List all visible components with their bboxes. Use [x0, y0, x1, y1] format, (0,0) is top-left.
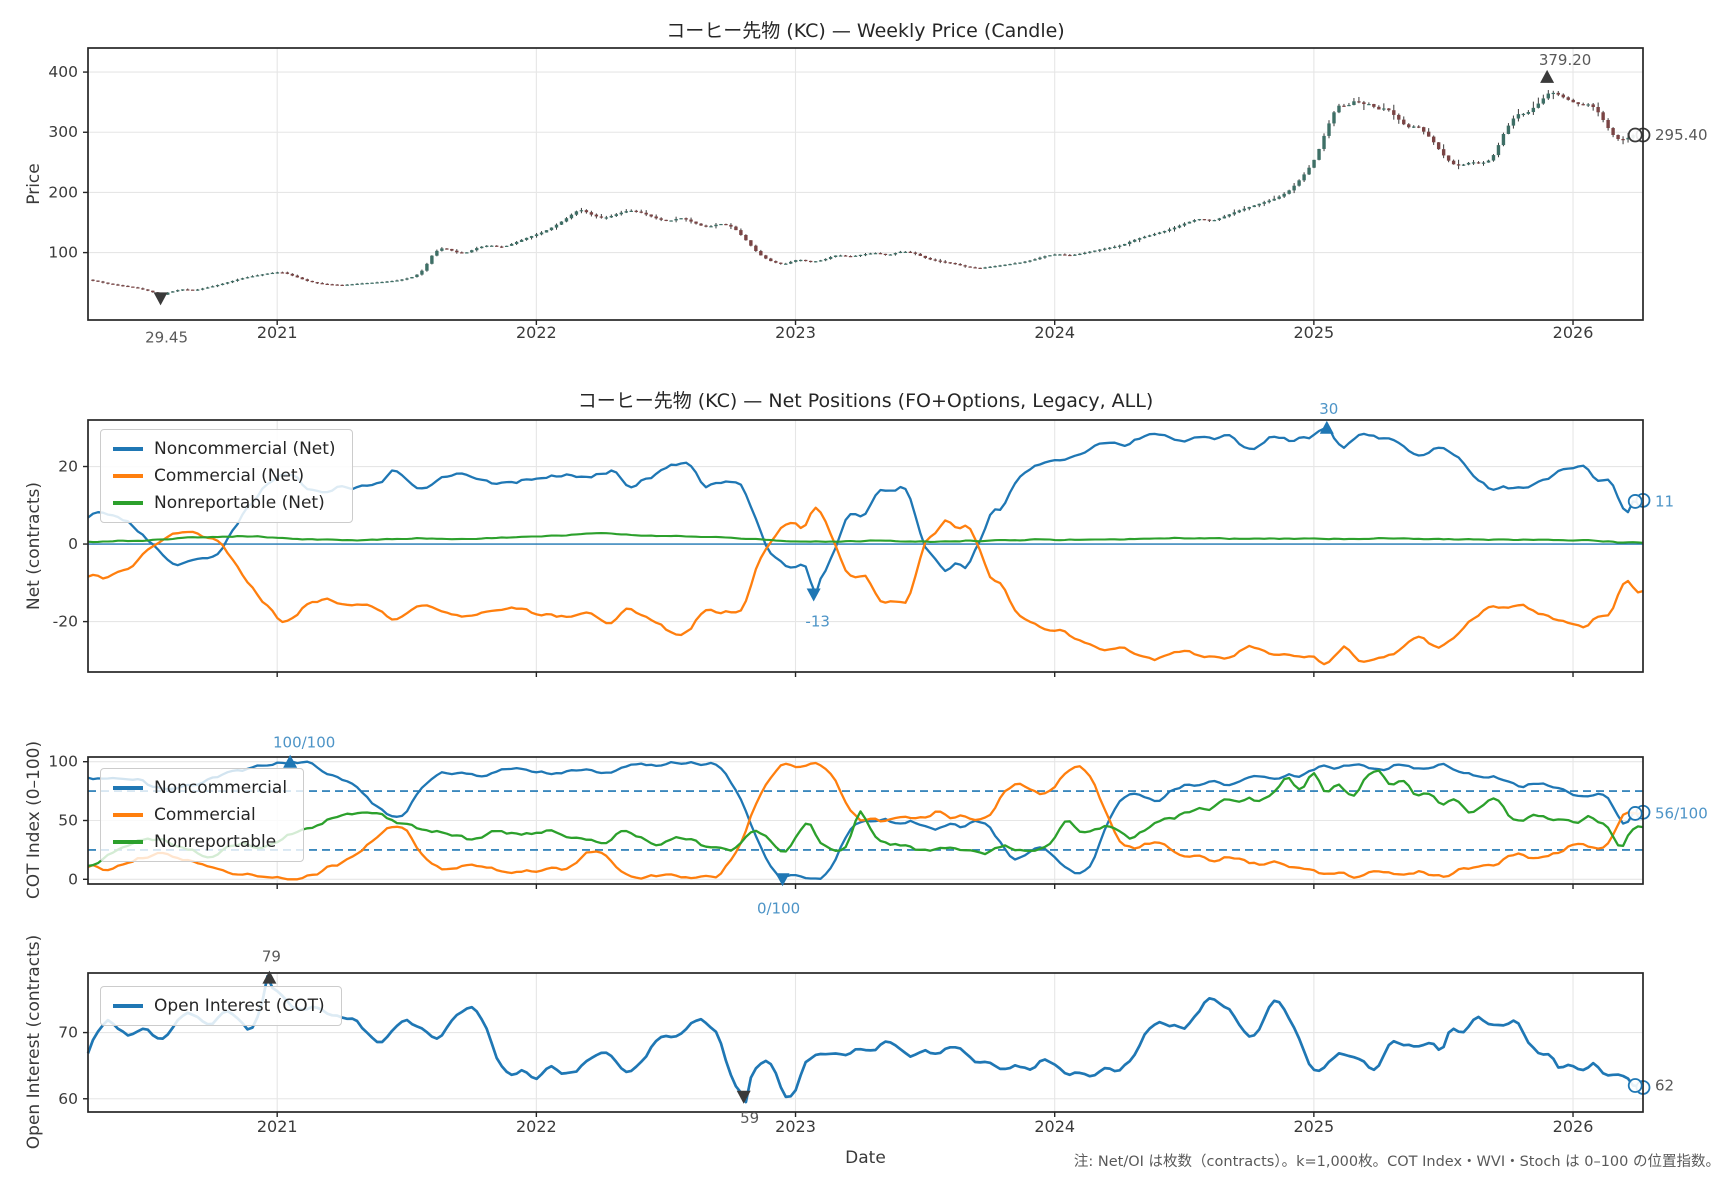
- net_positions-legend: Noncommercial (Net) Commercial (Net) Nonre…: [100, 429, 353, 523]
- cot_index-annotation: 0/100: [757, 873, 800, 917]
- y-tick-label: 50: [58, 812, 78, 830]
- open_interest-legend: Open Interest (COT): [100, 986, 342, 1026]
- net-y-axis-label: Net (contracts): [24, 482, 44, 610]
- legend-line-swatch: [113, 840, 143, 844]
- legend-line-swatch: [113, 447, 143, 451]
- series-nonreportable: [87, 769, 1644, 868]
- x-tick-label: 2026: [1553, 323, 1594, 342]
- legend-line-swatch: [113, 786, 143, 790]
- annotation-label: 29.45: [145, 328, 188, 346]
- legend-item-nonreportable: Nonreportable: [113, 832, 287, 852]
- price-chart-title: コーヒー先物 (KC) — Weekly Price (Candle): [666, 20, 1065, 42]
- legend-item-commercial: Commercial: [113, 805, 287, 825]
- net_positions-annotation: 30: [1319, 400, 1338, 434]
- x-tick-label: 2026: [1553, 1117, 1594, 1136]
- x-tick-label: 2023: [775, 323, 816, 342]
- cot_index-legend: Noncommercial Commercial Nonreportable: [100, 768, 305, 862]
- legend-label: Nonreportable: [154, 832, 277, 852]
- legend-line-swatch: [113, 474, 143, 478]
- series-nonreportable-net-: [87, 532, 1644, 544]
- open_interest-annotation: 79: [262, 948, 281, 984]
- net-chart-title: コーヒー先物 (KC) — Net Positions (FO+Options,…: [577, 390, 1154, 412]
- annotation-label: 59: [740, 1109, 759, 1127]
- y-tick-label: 200: [48, 183, 78, 201]
- price-annotation: 379.20: [1539, 51, 1592, 83]
- cot_index-annotation: 56/100: [1627, 804, 1708, 822]
- price-panel: 2021 2022 2023 2024 2025 2026 100 200 300 400 29.4…: [48, 47, 1708, 346]
- price-annotation: 295.40: [1627, 126, 1708, 144]
- y-tick-label: 100: [48, 244, 78, 262]
- cot_index-panel: 0 50 100 100/100 0/100 56/100: [48, 734, 1707, 918]
- price-y-axis-label: Price: [24, 163, 44, 205]
- x-tick-label: 2024: [1034, 323, 1075, 342]
- x-tick-label: 2024: [1034, 1117, 1075, 1136]
- legend-label: Open Interest (COT): [154, 996, 325, 1016]
- legend-label: Noncommercial (Net): [154, 439, 336, 459]
- y-tick-label: 60: [58, 1090, 78, 1108]
- open_interest-annotation: 62: [1627, 1077, 1674, 1095]
- annotation-label: 0/100: [757, 899, 800, 917]
- cot_index-annotation: 100/100: [273, 734, 335, 768]
- annotation-label: 100/100: [273, 734, 335, 752]
- annotation-label: -13: [805, 612, 830, 630]
- series-open-interest-cot-: [86, 974, 1644, 1104]
- open_interest-panel: 2021 2022 2023 2024 2025 2026 60 70 79 59 62: [58, 948, 1674, 1136]
- legend-label: Commercial (Net): [154, 466, 305, 486]
- legend-item-noncommercial-net-: Noncommercial (Net): [113, 439, 336, 459]
- x-tick-label: 2021: [257, 323, 298, 342]
- net_positions-annotation: -13: [805, 588, 830, 630]
- legend-item-open-interest-cot-: Open Interest (COT): [113, 996, 325, 1016]
- legend-line-swatch: [113, 1004, 143, 1008]
- open-interest-y-axis-label: Open Interest (contracts): [24, 934, 44, 1150]
- legend-item-commercial-net-: Commercial (Net): [113, 466, 336, 486]
- legend-label: Nonreportable (Net): [154, 493, 325, 513]
- annotation-label: 295.40: [1655, 126, 1708, 144]
- y-tick-label: 100: [48, 753, 78, 771]
- y-tick-label: 0: [68, 535, 78, 553]
- annotation-label: 62: [1655, 1077, 1674, 1095]
- y-tick-label: 20: [58, 458, 78, 476]
- legend-line-swatch: [113, 813, 143, 817]
- x-axis-label: Date: [845, 1148, 886, 1168]
- open_interest-annotation: 59: [736, 1090, 759, 1127]
- y-tick-label: 300: [48, 123, 78, 141]
- series-commercial-net-: [87, 506, 1644, 666]
- legend-label: Commercial: [154, 805, 256, 825]
- x-tick-label: 2025: [1293, 323, 1334, 342]
- y-tick-label: 70: [58, 1024, 78, 1042]
- x-tick-label: 2022: [516, 323, 557, 342]
- annotation-label: 379.20: [1539, 51, 1592, 69]
- y-tick-label: 400: [48, 63, 78, 81]
- x-tick-label: 2023: [775, 1117, 816, 1136]
- annotation-label: 79: [262, 948, 281, 966]
- x-tick-label: 2022: [516, 1117, 557, 1136]
- x-tick-label: 2025: [1293, 1117, 1334, 1136]
- x-tick-label: 2021: [257, 1117, 298, 1136]
- price-annotation: 29.45: [145, 292, 188, 346]
- legend-label: Noncommercial: [154, 778, 288, 798]
- net_positions-annotation: 11: [1627, 492, 1674, 510]
- annotation-label: 56/100: [1655, 804, 1708, 822]
- candles: [91, 90, 1645, 296]
- legend-item-nonreportable-net-: Nonreportable (Net): [113, 493, 336, 513]
- y-tick-label: -20: [53, 613, 78, 631]
- legend-item-noncommercial: Noncommercial: [113, 778, 287, 798]
- annotation-label: 11: [1655, 492, 1674, 510]
- cot-index-y-axis-label: COT Index (0–100): [24, 740, 44, 900]
- annotation-label: 30: [1319, 400, 1338, 418]
- legend-line-swatch: [113, 501, 143, 505]
- footnote: 注: Net/OI は枚数（contracts）。k=1,000枚。COT In…: [1073, 1154, 1720, 1170]
- y-tick-label: 0: [68, 870, 78, 888]
